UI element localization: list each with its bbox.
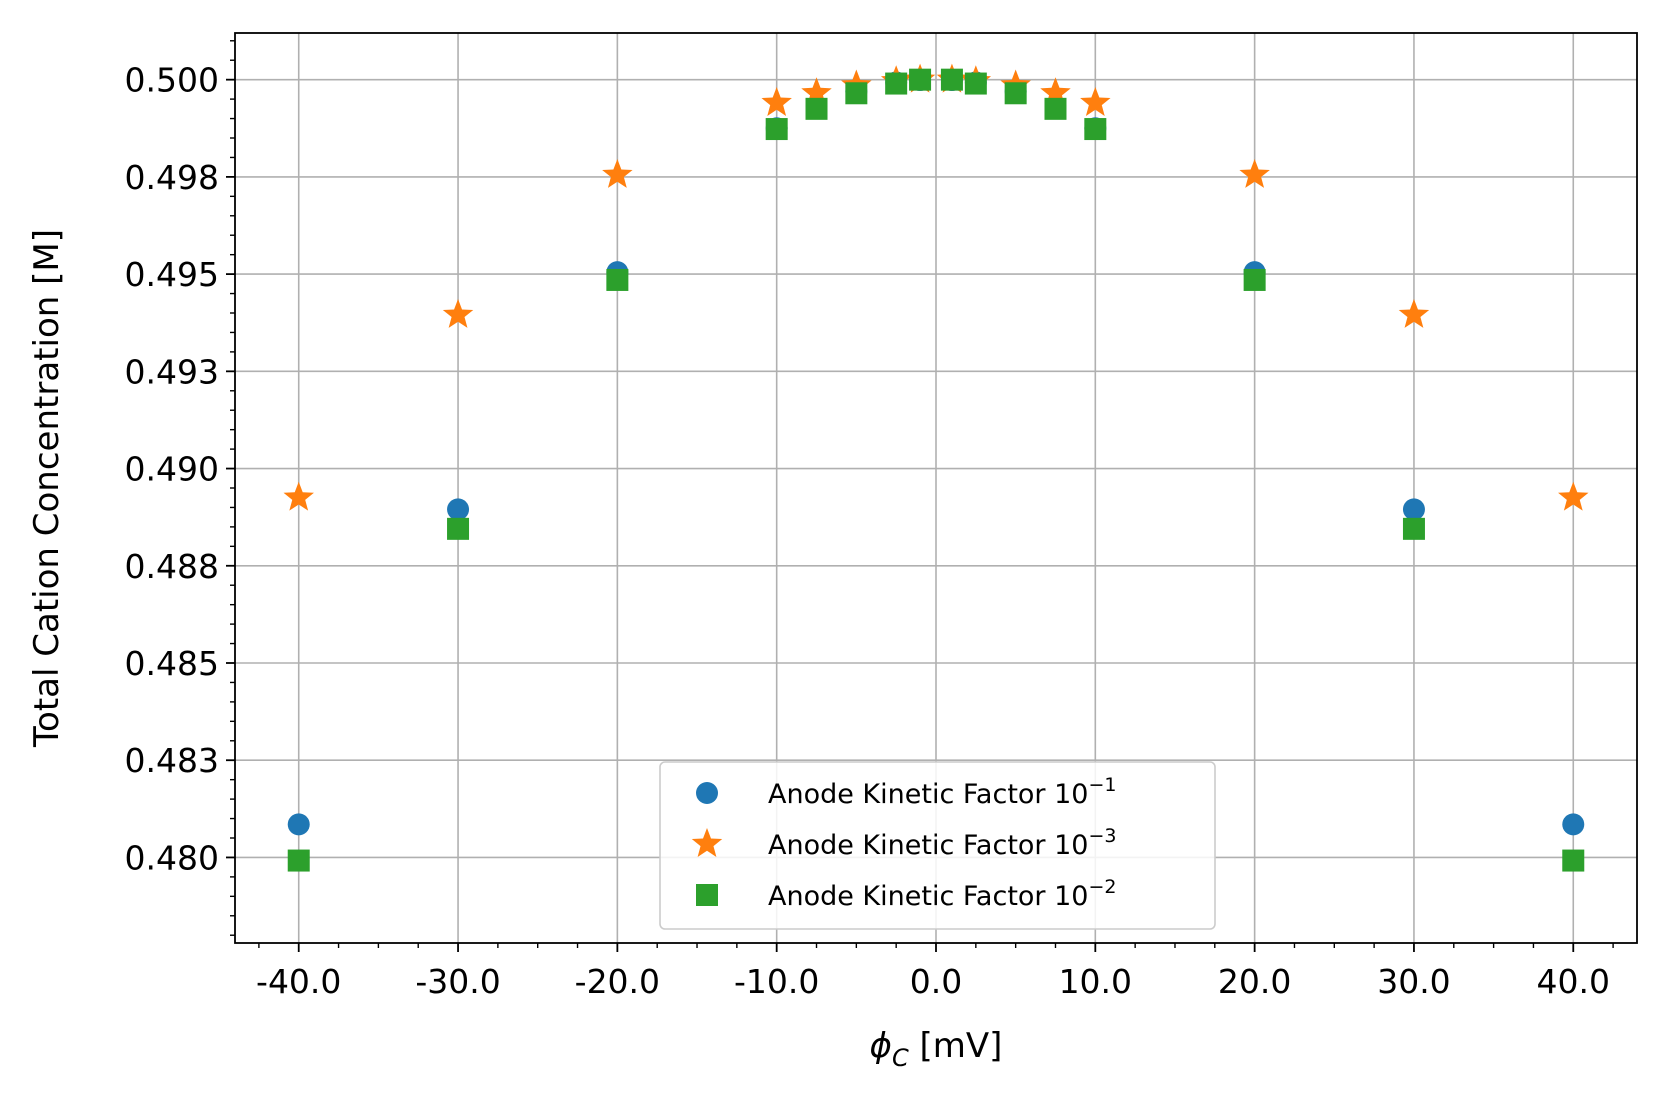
data-point-square (447, 517, 470, 540)
data-point-star (442, 298, 474, 328)
data-point-star (1239, 158, 1270, 188)
legend-entry-exponent: −3 (1088, 825, 1116, 847)
y-tick-label: 0.498 (125, 158, 219, 197)
data-point-circle (287, 813, 310, 836)
data-point-square (765, 118, 788, 141)
data-point-star (1398, 298, 1430, 328)
data-point-square (940, 68, 963, 91)
major-ticks (226, 78, 1575, 952)
data-point-square (909, 68, 932, 91)
data-point-star (801, 77, 832, 107)
y-axis-label: Total Cation Concentration [M] (27, 229, 67, 748)
legend-entry-exponent: −2 (1088, 876, 1116, 898)
data-point-square (1044, 97, 1067, 120)
x-tick-label: 10.0 (1059, 962, 1132, 1001)
y-tick-label: 0.490 (125, 450, 219, 489)
y-tick-labels: 0.480 0.483 0.485 0.488 0.490 0.493 0.495 0.498… (125, 61, 219, 878)
y-tick-label: 0.485 (125, 644, 219, 683)
y-tick-label: 0.488 (125, 547, 219, 586)
legend-entry-label: Anode Kinetic Factor 10−3 (768, 825, 1116, 861)
x-tick-label: 30.0 (1377, 962, 1450, 1001)
data-point-square (606, 268, 629, 291)
minor-ticks (230, 40, 1614, 948)
data-point-square (1562, 849, 1585, 872)
x-tick-label: 20.0 (1218, 962, 1291, 1001)
data-point-circle (1402, 498, 1425, 521)
data-point-star (1040, 77, 1071, 107)
x-tick-label: -20.0 (575, 962, 660, 1001)
data-point-star (602, 158, 633, 188)
data-point-star (761, 87, 792, 116)
x-axis-symbol: ϕ (870, 1026, 892, 1066)
data-point-square (1084, 118, 1107, 141)
legend-marker-star (691, 828, 723, 857)
series-square (287, 68, 1585, 872)
data-point-circle (1562, 813, 1585, 836)
data-point-square (845, 82, 868, 105)
y-tick-label: 0.483 (125, 741, 219, 780)
x-tick-label: -40.0 (256, 962, 341, 1001)
data-point-circle (447, 498, 470, 521)
x-tick-label: 0.0 (910, 962, 962, 1001)
data-point-star (1080, 87, 1111, 116)
data-point-star (283, 481, 314, 511)
y-tick-label: 0.500 (125, 61, 219, 100)
data-point-square (964, 72, 987, 95)
plot-frame (234, 32, 1638, 944)
data-point-square (805, 97, 828, 120)
x-tick-label: -30.0 (415, 962, 500, 1001)
legend-entry-base: Anode Kinetic Factor 10 (768, 830, 1088, 861)
data-point-star (1558, 481, 1589, 511)
legend-marker-square (696, 884, 718, 906)
data-points (283, 63, 1589, 872)
x-tick-label: 40.0 (1537, 962, 1610, 1001)
y-tick-label: 0.495 (125, 255, 219, 294)
y-tick-label: 0.480 (125, 838, 219, 877)
x-tick-label: -10.0 (734, 962, 819, 1001)
data-point-square (1243, 268, 1266, 291)
x-axis-label: ϕC [mV] (870, 1026, 1003, 1072)
x-axis-unit: [mV] (909, 1026, 1003, 1066)
data-point-square (1004, 82, 1027, 105)
y-tick-label: 0.493 (125, 352, 219, 391)
data-point-square (287, 849, 310, 872)
x-tick-labels: -40.0 -30.0 -20.0 -10.0 0.0 10.0 20.0 30.0 40.0 (256, 962, 1610, 1001)
x-axis-subscript: C (892, 1044, 909, 1072)
legend-entry-label: Anode Kinetic Factor 10−2 (768, 876, 1116, 912)
legend-entry-base: Anode Kinetic Factor 10 (768, 881, 1088, 912)
legend-box (659, 761, 1216, 930)
data-point-square (885, 72, 908, 95)
legend-entry-exponent: −1 (1088, 774, 1116, 796)
legend-entry-label: Anode Kinetic Factor 10−1 (768, 774, 1116, 810)
data-point-square (1402, 517, 1425, 540)
legend-marker-circle (696, 782, 718, 804)
legend-entry-base: Anode Kinetic Factor 10 (768, 779, 1088, 810)
